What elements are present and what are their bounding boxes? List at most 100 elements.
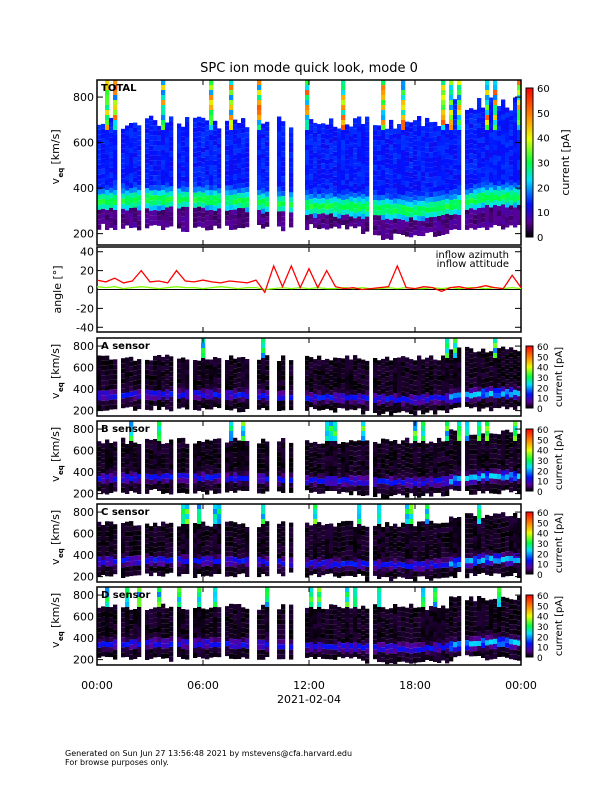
spectrogram-cell bbox=[313, 441, 318, 447]
spectrogram-cell bbox=[469, 373, 474, 379]
spectrogram-cell bbox=[433, 468, 438, 473]
spectrogram-cell bbox=[165, 473, 170, 479]
spectrogram-cell bbox=[481, 403, 486, 409]
spectrogram-cell bbox=[309, 462, 314, 468]
spectrogram-cell bbox=[489, 217, 494, 223]
spectrogram-cell bbox=[405, 549, 410, 554]
spectrogram-cell bbox=[121, 153, 126, 159]
spectrogram-cell bbox=[261, 453, 266, 459]
sensor-b-panel-ytick-label: 600 bbox=[73, 445, 94, 458]
spectrogram-cell bbox=[393, 178, 398, 184]
spectrogram-cell bbox=[157, 195, 162, 201]
spectrogram-cell bbox=[133, 212, 138, 218]
spectrogram-cell bbox=[165, 538, 170, 544]
spectrogram-cell bbox=[401, 230, 406, 235]
spectrogram-cell bbox=[501, 124, 506, 130]
spectrogram-cell bbox=[365, 576, 370, 582]
spectrogram-cell bbox=[485, 80, 490, 85]
spectrogram-cell bbox=[313, 539, 318, 544]
spectrogram-cell bbox=[157, 160, 162, 166]
spectrogram-cell bbox=[265, 181, 270, 187]
spectrogram-cell bbox=[229, 225, 234, 230]
colorbar-tick-label: 0 bbox=[537, 405, 543, 415]
spectrogram-cell bbox=[465, 174, 470, 180]
spectrogram-cell bbox=[441, 210, 446, 215]
spectrogram-cell bbox=[113, 564, 118, 570]
spectrogram-cell bbox=[505, 132, 510, 138]
spectrogram-cell bbox=[149, 400, 154, 406]
spectrogram-cell bbox=[197, 395, 202, 401]
spectrogram-cell bbox=[241, 553, 246, 559]
spectrogram-cell bbox=[417, 452, 422, 458]
spectrogram-cell bbox=[381, 220, 386, 225]
spectrogram-cell bbox=[109, 202, 114, 208]
spectrogram-cell bbox=[121, 193, 126, 199]
spectrogram-cell bbox=[205, 364, 210, 370]
spectrogram-cell bbox=[365, 571, 370, 577]
spectrogram-cell bbox=[505, 122, 510, 128]
spectrogram-cell bbox=[465, 164, 470, 170]
spectrogram-cell bbox=[381, 552, 386, 557]
spectrogram-cell bbox=[309, 540, 314, 546]
spectrogram-cell bbox=[341, 566, 346, 572]
spectrogram-cell bbox=[361, 164, 366, 169]
figure-title: SPC ion mode quick look, mode 0 bbox=[200, 61, 418, 76]
spectrogram-cell bbox=[121, 128, 126, 134]
spectrogram-cell bbox=[377, 185, 382, 191]
spectrogram-cell bbox=[233, 393, 238, 399]
spectrogram-cell bbox=[321, 188, 326, 194]
spectrogram-cell bbox=[489, 356, 494, 362]
spectrogram-cell bbox=[393, 568, 398, 574]
spectrogram-cell bbox=[225, 536, 230, 542]
spectrogram-cell bbox=[509, 387, 514, 393]
spectrogram-cell bbox=[405, 467, 410, 473]
spectrogram-cell bbox=[485, 397, 490, 403]
spectrogram-cell bbox=[109, 551, 114, 557]
spectrogram-cell bbox=[197, 151, 202, 157]
spectrogram-cell bbox=[421, 431, 426, 436]
spectrogram-cell bbox=[457, 431, 462, 436]
spectrogram-cell bbox=[177, 123, 182, 129]
spectrogram-cell bbox=[237, 128, 242, 133]
spectrogram-cell bbox=[217, 519, 222, 524]
spectrogram-cell bbox=[317, 214, 322, 220]
spectrogram-cell bbox=[241, 523, 246, 529]
spectrogram-cell bbox=[389, 149, 394, 155]
spectrogram-cell bbox=[125, 377, 130, 383]
spectrogram-cell bbox=[281, 556, 286, 562]
spectrogram-cell bbox=[309, 477, 314, 483]
spectrogram-cell bbox=[445, 421, 450, 426]
spectrogram-cell bbox=[357, 559, 362, 564]
spectrogram-cell bbox=[113, 559, 118, 565]
spectrogram-cell bbox=[493, 478, 498, 484]
spectrogram-cell bbox=[165, 122, 170, 128]
spectrogram-cell bbox=[201, 466, 206, 472]
spectrogram-cell bbox=[101, 355, 106, 361]
spectrogram-cell bbox=[497, 146, 502, 151]
spectrogram-cell bbox=[485, 471, 490, 476]
spectrogram-cell bbox=[305, 115, 310, 120]
spectrogram-cell bbox=[445, 228, 450, 234]
spectrogram-cell bbox=[261, 549, 266, 554]
spectrogram-cell bbox=[233, 378, 238, 384]
spectrogram-cell bbox=[245, 572, 250, 577]
spectrogram-cell bbox=[373, 358, 378, 363]
spectrogram-cell bbox=[209, 389, 214, 395]
spectrogram-cell bbox=[381, 408, 386, 414]
spectrogram-cell bbox=[457, 165, 462, 170]
spectrogram-cell bbox=[313, 461, 318, 467]
spectrogram-cell bbox=[229, 431, 234, 436]
spectrogram-cell bbox=[477, 203, 482, 208]
spectrogram-cell bbox=[453, 485, 458, 491]
spectrogram-cell bbox=[245, 172, 250, 178]
spectrogram-cell bbox=[509, 190, 514, 196]
spectrogram-cell bbox=[237, 357, 242, 363]
spectrogram-cell bbox=[493, 453, 498, 459]
spectrogram-cell bbox=[321, 555, 326, 561]
spectrogram-cell bbox=[381, 468, 386, 474]
spectrogram-cell bbox=[485, 486, 490, 491]
spectrogram-cell bbox=[185, 504, 190, 509]
spectrogram-cell bbox=[317, 224, 322, 230]
spectrogram-cell bbox=[509, 472, 514, 478]
spectrogram-cell bbox=[121, 467, 126, 473]
